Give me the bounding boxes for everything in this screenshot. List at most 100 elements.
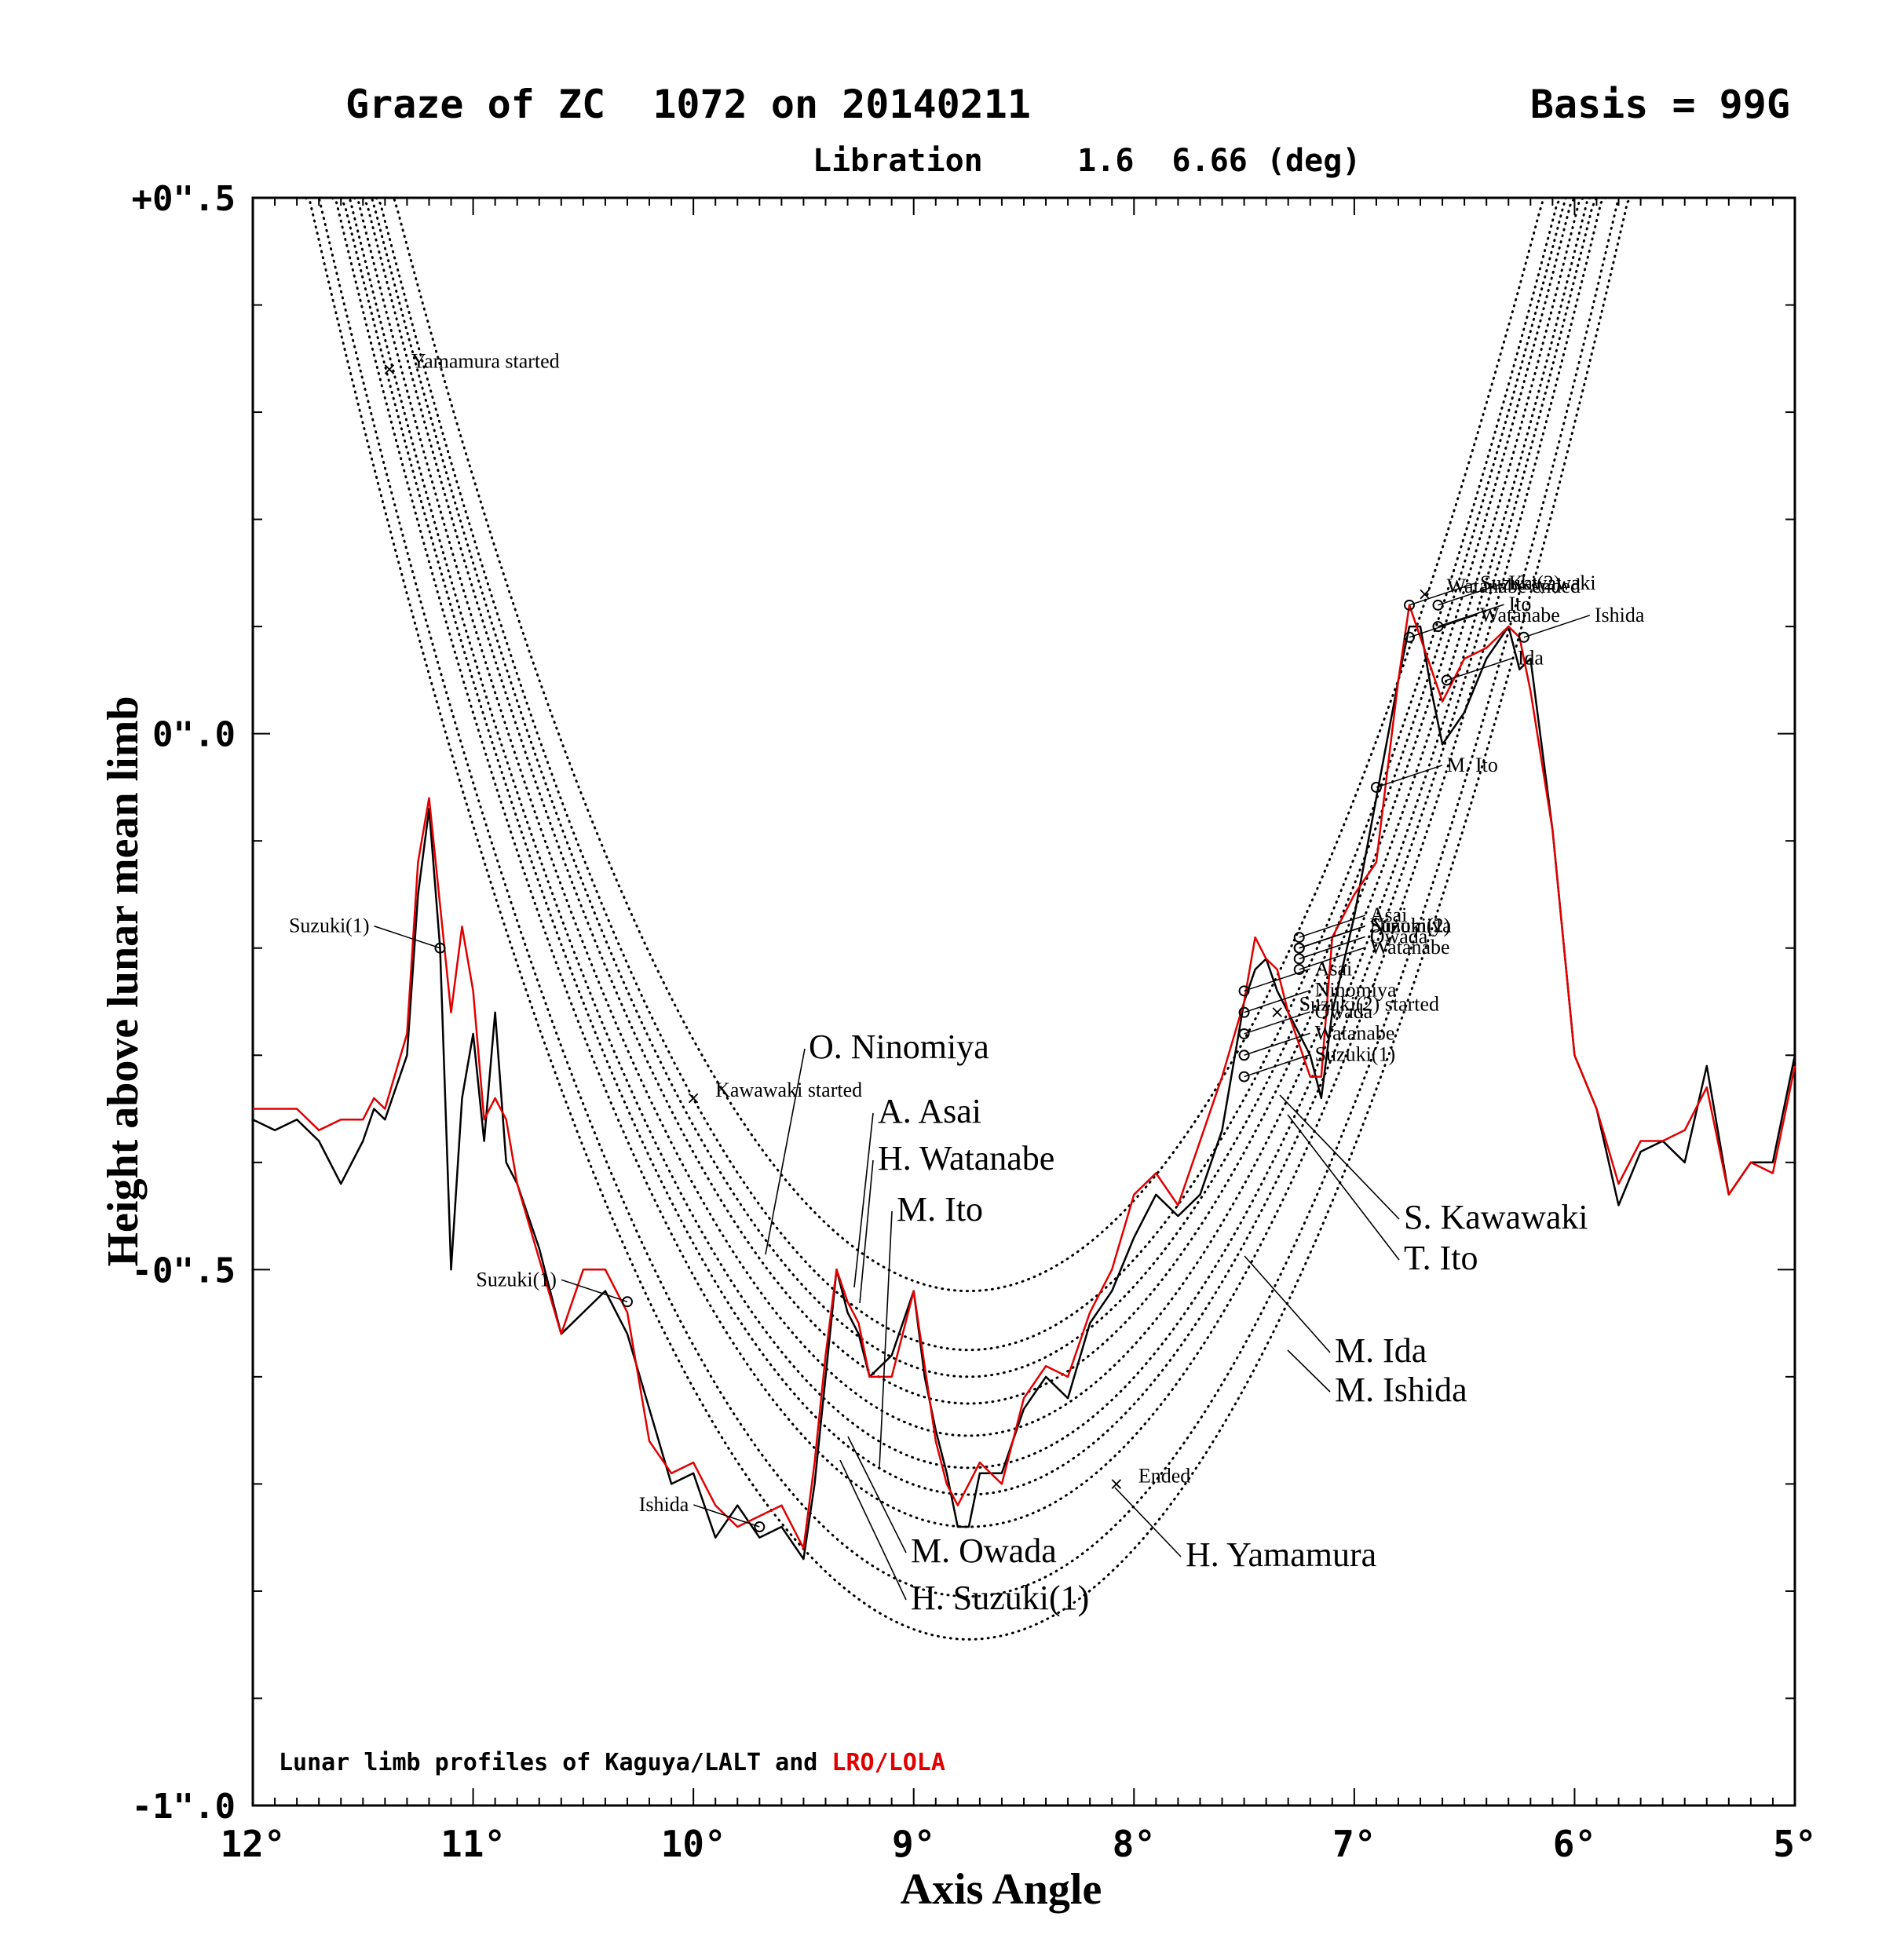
annotation-label: Yamamura started: [411, 349, 560, 372]
timing-marker: [1238, 1006, 1250, 1018]
leader-line: [1438, 604, 1504, 627]
timing-marker: [1370, 781, 1382, 793]
annotation: M. Ito: [1370, 754, 1498, 793]
leader-line: [1244, 989, 1310, 1013]
leader-line: [1299, 936, 1365, 960]
observer-label: M. Ida: [1335, 1331, 1427, 1370]
leader-line: [1523, 615, 1591, 638]
profile-note-prefix: Lunar limb profiles of Kaguya/LALT and: [279, 1749, 831, 1776]
leader-line: [1244, 968, 1310, 992]
annotation: Watanabe: [1293, 936, 1450, 976]
annotation: Ida: [1441, 646, 1544, 686]
annotation: × Kawawaki started: [686, 1079, 862, 1108]
observer-labels: O. Ninomiya A. Asai H. Watanabe M. Ito S…: [809, 1028, 1588, 1617]
observer-label: H. Suzuki(1): [911, 1579, 1089, 1617]
annotation-label: Owada: [1370, 925, 1428, 947]
timing-marker: [1293, 932, 1305, 944]
timing-marker: [621, 1296, 633, 1308]
observer-label: H. Yamamura: [1186, 1535, 1376, 1574]
leader-line: [1438, 582, 1504, 606]
leader-line: [1299, 926, 1365, 949]
annotation: Kawawaki: [1432, 571, 1596, 611]
leader-line: [1299, 915, 1365, 938]
y-tick-labels: +0".5 0".0 -0".5 -1".0: [132, 179, 236, 1827]
timing-marker: [1238, 1071, 1250, 1083]
chart-basis: Basis = 99G: [1530, 82, 1790, 127]
annotation: Asai: [1238, 957, 1353, 997]
annotation-label: Suzuki(2) started: [1299, 993, 1439, 1016]
annotation-label: Watanabe: [1480, 604, 1560, 626]
annotation-label: Ninomiya: [1370, 915, 1452, 937]
annotation-label: Suzuki(1): [476, 1268, 557, 1291]
leader-line: [693, 1504, 760, 1528]
limb-profiles: [252, 604, 1796, 1561]
chart-subtitle: Libration 1.6 6.66 (deg): [813, 143, 1361, 179]
annotation-label: Ito: [1508, 593, 1531, 615]
annotation: Suzuki(2): [1404, 571, 1561, 611]
annotation: Watanabe: [1404, 604, 1560, 643]
annotation: × Yamamura started: [382, 349, 560, 379]
chord-curve: [339, 196, 1598, 1496]
x-tick-label: 12°: [220, 1823, 285, 1865]
annotation-label: Suzuki(1): [289, 915, 370, 937]
annotation-label: Ida: [1518, 646, 1544, 669]
event-marker: ×: [1270, 1003, 1284, 1023]
annotation-label: Kawawaki started: [715, 1079, 862, 1101]
series-line: [253, 604, 1796, 1550]
annotation: Ninomiya: [1238, 979, 1397, 1018]
y-tick-label: -1".0: [132, 1787, 236, 1827]
annotation: Owada: [1293, 925, 1428, 965]
annotation-label: Asai: [1370, 904, 1408, 926]
observer-label: S. Kawawaki: [1404, 1198, 1588, 1236]
timing-marker: [1404, 631, 1415, 643]
annotation-label: Ishida: [639, 1493, 689, 1516]
timing-marker: [1432, 621, 1444, 633]
annotation-label: Ishida: [1595, 604, 1645, 626]
y-tick-label: -0".5: [132, 1250, 236, 1291]
annotations: × Yamamura started × Kawawaki started × Watan…: [289, 349, 1645, 1533]
annotation: × Watanabe ended: [1417, 575, 1581, 604]
x-tick-label: 6°: [1553, 1823, 1596, 1865]
x-tick-label: 8°: [1113, 1823, 1156, 1865]
x-tick-label: 9°: [892, 1823, 935, 1865]
y-axis-title: Height above lunar mean limb: [99, 696, 148, 1266]
timing-marker: [1404, 599, 1415, 611]
chord-curve: [388, 196, 1550, 1293]
axis-ticks: [252, 197, 1796, 1806]
observer-label: M. Owada: [911, 1532, 1057, 1570]
chord-curve: [366, 196, 1572, 1378]
annotation: Asai: [1293, 904, 1408, 944]
annotation-label: Kawawaki: [1508, 571, 1595, 594]
annotation-label: Owada: [1315, 1000, 1373, 1023]
annotation-label: Watanabe: [1370, 936, 1450, 958]
annotation-label: M. Ito: [1447, 754, 1498, 776]
observer-label: M. Ito: [897, 1190, 983, 1229]
timing-marker: [1432, 599, 1444, 611]
x-tick-label: 5°: [1773, 1823, 1816, 1865]
annotation-label: Ninomiya: [1315, 979, 1397, 1002]
annotation-label: Suzuki(2): [1370, 915, 1451, 937]
timing-marker: [434, 942, 446, 954]
timing-marker: [1238, 1050, 1250, 1061]
chord-curve: [353, 196, 1585, 1437]
x-axis-title: Axis Angle: [901, 1865, 1102, 1914]
timing-marker: [1238, 1028, 1250, 1039]
annotation: Ishida: [1518, 604, 1645, 643]
profile-note-highlight: LRO/LOLA: [831, 1749, 945, 1776]
annotation: Watanabe: [1238, 1021, 1394, 1061]
x-tick-labels: 12° 11° 10° 9° 8° 7° 6° 5°: [220, 1823, 1816, 1865]
chord-curve: [313, 196, 1624, 1598]
chart-title: Graze of ZC 1072 on 20140211: [345, 82, 1031, 127]
x-tick-label: 7°: [1332, 1823, 1376, 1865]
leader-line: [374, 926, 440, 949]
chord-curves: [304, 196, 1633, 1641]
annotation-label: Suzuki(2): [1480, 571, 1561, 594]
annotation: Owada: [1238, 1000, 1373, 1039]
annotation: × Suzuki(2) started: [1270, 993, 1439, 1023]
chord-curve: [304, 196, 1633, 1641]
annotation-label: Asai: [1315, 957, 1353, 980]
annotation-label: Watanabe ended: [1447, 575, 1581, 597]
timing-marker: [754, 1521, 766, 1533]
leader-line: [1446, 657, 1513, 681]
annotation-label: Suzuki(1): [1315, 1043, 1396, 1066]
